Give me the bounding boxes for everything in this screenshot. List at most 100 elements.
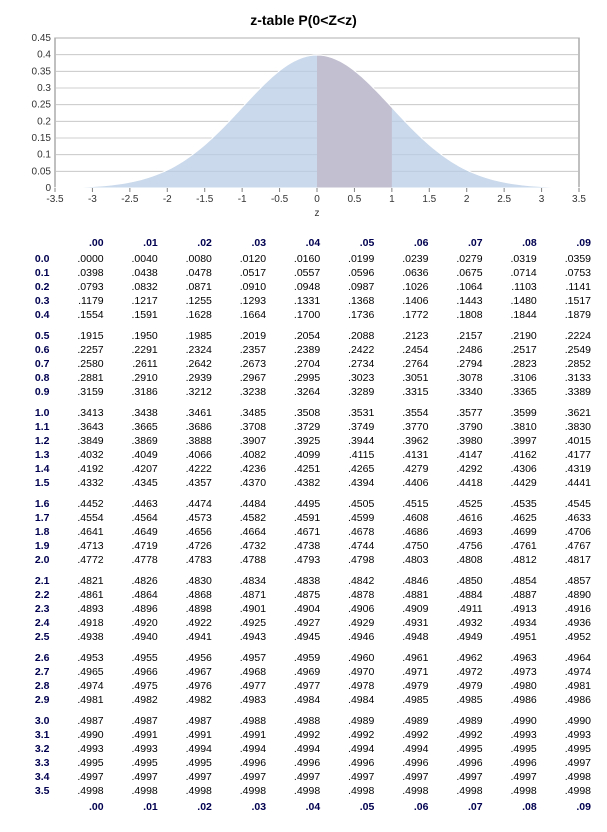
z-table: .00.01.02.03.04.05.06.07.08.09 0.0.0000.… [14, 236, 593, 814]
z-table-cell: .1950 [106, 322, 160, 343]
z-table-cell: .4641 [51, 525, 105, 539]
z-table-row: 3.5.4998.4998.4998.4998.4998.4998.4998.4… [14, 784, 593, 798]
z-table-cell: .3159 [51, 385, 105, 399]
z-table-cell: .4938 [51, 630, 105, 644]
z-table-cell: .4998 [539, 770, 593, 784]
z-table-cell: .4973 [485, 665, 539, 679]
z-table-cell: .4664 [214, 525, 268, 539]
z-table-cell: .4864 [106, 588, 160, 602]
z-table-cell: .3340 [430, 385, 484, 399]
z-table-cell: .4332 [51, 476, 105, 490]
svg-text:2: 2 [463, 194, 469, 205]
z-table-cell: .4985 [376, 693, 430, 707]
svg-text:2.5: 2.5 [497, 194, 511, 205]
z-table-row: 2.8.4974.4975.4976.4977.4977.4978.4979.4… [14, 679, 593, 693]
z-table-col-footer: .02 [160, 798, 214, 814]
z-table-col-footer: .05 [322, 798, 376, 814]
z-table-cell: .4961 [376, 644, 430, 665]
z-table-cell: .3413 [51, 399, 105, 420]
z-table-cell: .4850 [430, 567, 484, 588]
z-table-cell: .4842 [322, 567, 376, 588]
z-table-row: 2.9.4981.4982.4982.4983.4984.4984.4985.4… [14, 693, 593, 707]
z-table-col-header: .07 [430, 236, 484, 252]
z-table-cell: .4987 [160, 707, 214, 728]
z-table-cell: .2422 [322, 343, 376, 357]
z-table-cell: .4998 [268, 784, 322, 798]
z-table-cell: .4147 [430, 448, 484, 462]
z-table-cell: .4985 [430, 693, 484, 707]
z-table-cell: .2910 [106, 371, 160, 385]
z-table-cell: .4987 [106, 707, 160, 728]
z-table-cell: .0080 [160, 252, 214, 266]
z-table-cell: .4995 [160, 756, 214, 770]
z-table-cell: .4893 [51, 602, 105, 616]
z-table-cell: .2157 [430, 322, 484, 343]
z-table-col-footer: .04 [268, 798, 322, 814]
z-table-cell: .3830 [539, 420, 593, 434]
svg-text:0.1: 0.1 [37, 150, 51, 161]
z-table-row-header: 0.8 [14, 371, 51, 385]
z-table-cell: .2764 [376, 357, 430, 371]
z-table-cell: .2224 [539, 322, 593, 343]
z-table-cell: .4945 [268, 630, 322, 644]
z-table-cell: .4996 [376, 756, 430, 770]
z-table-cell: .3686 [160, 420, 214, 434]
z-table-cell: .2357 [214, 343, 268, 357]
z-table-cell: .0557 [268, 266, 322, 280]
z-table-cell: .4962 [430, 644, 484, 665]
z-table-cell: .0714 [485, 266, 539, 280]
svg-text:3: 3 [538, 194, 544, 205]
z-table-cell: .4995 [430, 742, 484, 756]
z-table-cell: .0636 [376, 266, 430, 280]
z-table-cell: .4988 [268, 707, 322, 728]
z-table-cell: .3554 [376, 399, 430, 420]
z-table-row-header: 1.1 [14, 420, 51, 434]
z-table-cell: .4463 [106, 490, 160, 511]
z-table-cell: .4991 [106, 728, 160, 742]
z-table-row-header: 2.9 [14, 693, 51, 707]
z-table-cell: .3023 [322, 371, 376, 385]
svg-text:0.3: 0.3 [37, 83, 51, 94]
z-table-cell: .4975 [106, 679, 160, 693]
z-table-cell: .2324 [160, 343, 214, 357]
z-table-cell: .4997 [106, 770, 160, 784]
z-table-cell: .4778 [106, 553, 160, 567]
z-table-cell: .4996 [485, 756, 539, 770]
z-table-cell: .4982 [106, 693, 160, 707]
z-table-cell: .2967 [214, 371, 268, 385]
z-table-row-header: 0.0 [14, 252, 51, 266]
z-table-row: 0.9.3159.3186.3212.3238.3264.3289.3315.3… [14, 385, 593, 399]
z-table-row: 2.0.4772.4778.4783.4788.4793.4798.4803.4… [14, 553, 593, 567]
z-table-cell: .3770 [376, 420, 430, 434]
z-table-cell: .4821 [51, 567, 105, 588]
z-table-cell: .4976 [160, 679, 214, 693]
z-table-cell: .4953 [51, 644, 105, 665]
z-table-cell: .1808 [430, 308, 484, 322]
z-table-row-header: 2.1 [14, 567, 51, 588]
z-table-cell: .4972 [430, 665, 484, 679]
z-table-cell: .2611 [106, 357, 160, 371]
z-table-cell: .0910 [214, 280, 268, 294]
z-table-cell: .4875 [268, 588, 322, 602]
z-table-cell: .4993 [51, 742, 105, 756]
z-table-col-footer: .01 [106, 798, 160, 814]
z-table-cell: .4997 [485, 770, 539, 784]
z-table-cell: .4793 [268, 553, 322, 567]
z-table-cell: .4963 [485, 644, 539, 665]
z-table-cell: .1064 [430, 280, 484, 294]
z-table-cell: .4909 [376, 602, 430, 616]
z-table-cell: .3264 [268, 385, 322, 399]
z-table-cell: .4995 [539, 742, 593, 756]
z-table-cell: .4082 [214, 448, 268, 462]
z-table-col-header: .06 [376, 236, 430, 252]
z-table-cell: .4996 [268, 756, 322, 770]
z-table-cell: .3708 [214, 420, 268, 434]
z-table-cell: .4970 [322, 665, 376, 679]
z-table-row-header: 2.3 [14, 602, 51, 616]
svg-text:0.35: 0.35 [31, 66, 51, 77]
z-table-col-header: .02 [160, 236, 214, 252]
z-table-cell: .3997 [485, 434, 539, 448]
z-table-cell: .0675 [430, 266, 484, 280]
z-table-row-header: 2.6 [14, 644, 51, 665]
z-table-row: 0.2.0793.0832.0871.0910.0948.0987.1026.1… [14, 280, 593, 294]
